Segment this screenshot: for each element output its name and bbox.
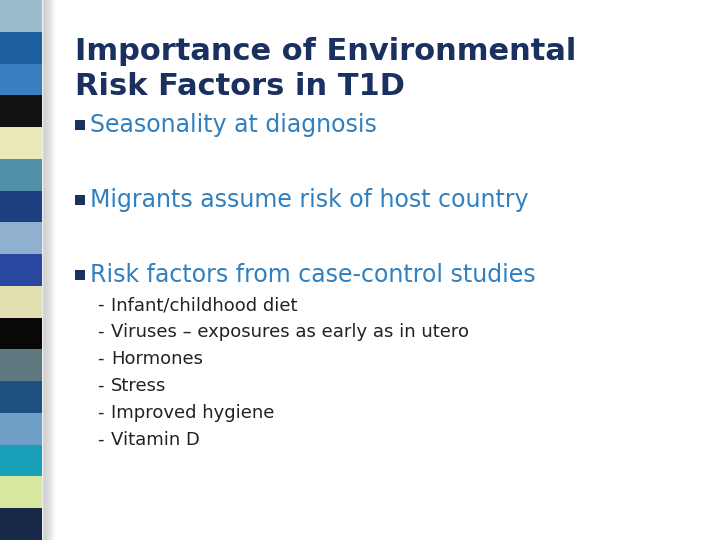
Bar xyxy=(0,445,42,476)
Text: Improved hygiene: Improved hygiene xyxy=(111,404,274,422)
Bar xyxy=(0,254,42,286)
Bar xyxy=(0,476,42,508)
Bar xyxy=(0,159,42,191)
Bar xyxy=(75,120,85,130)
Bar xyxy=(0,191,42,222)
Bar xyxy=(75,270,85,280)
Bar xyxy=(0,32,42,64)
Bar xyxy=(0,64,42,95)
Text: -: - xyxy=(97,431,104,449)
Bar xyxy=(0,127,42,159)
Text: Risk Factors in T1D: Risk Factors in T1D xyxy=(75,72,405,101)
Bar xyxy=(0,349,42,381)
Text: -: - xyxy=(97,350,104,368)
Text: -: - xyxy=(97,404,104,422)
Text: Migrants assume risk of host country: Migrants assume risk of host country xyxy=(90,188,528,212)
Bar xyxy=(0,318,42,349)
Bar xyxy=(0,381,42,413)
Bar xyxy=(0,286,42,318)
Text: Seasonality at diagnosis: Seasonality at diagnosis xyxy=(90,113,377,137)
Text: -: - xyxy=(97,377,104,395)
Text: -: - xyxy=(97,323,104,341)
Bar xyxy=(0,0,42,32)
Bar xyxy=(0,95,42,127)
Text: Importance of Environmental: Importance of Environmental xyxy=(75,37,577,66)
Text: Infant/childhood diet: Infant/childhood diet xyxy=(111,296,297,314)
Text: Risk factors from case-control studies: Risk factors from case-control studies xyxy=(90,263,536,287)
Text: Vitamin D: Vitamin D xyxy=(111,431,200,449)
Text: Hormones: Hormones xyxy=(111,350,203,368)
Bar xyxy=(0,413,42,445)
Text: Stress: Stress xyxy=(111,377,166,395)
Text: -: - xyxy=(97,296,104,314)
Text: Viruses – exposures as early as in utero: Viruses – exposures as early as in utero xyxy=(111,323,469,341)
Bar xyxy=(0,222,42,254)
Bar xyxy=(0,508,42,540)
Bar xyxy=(75,195,85,205)
